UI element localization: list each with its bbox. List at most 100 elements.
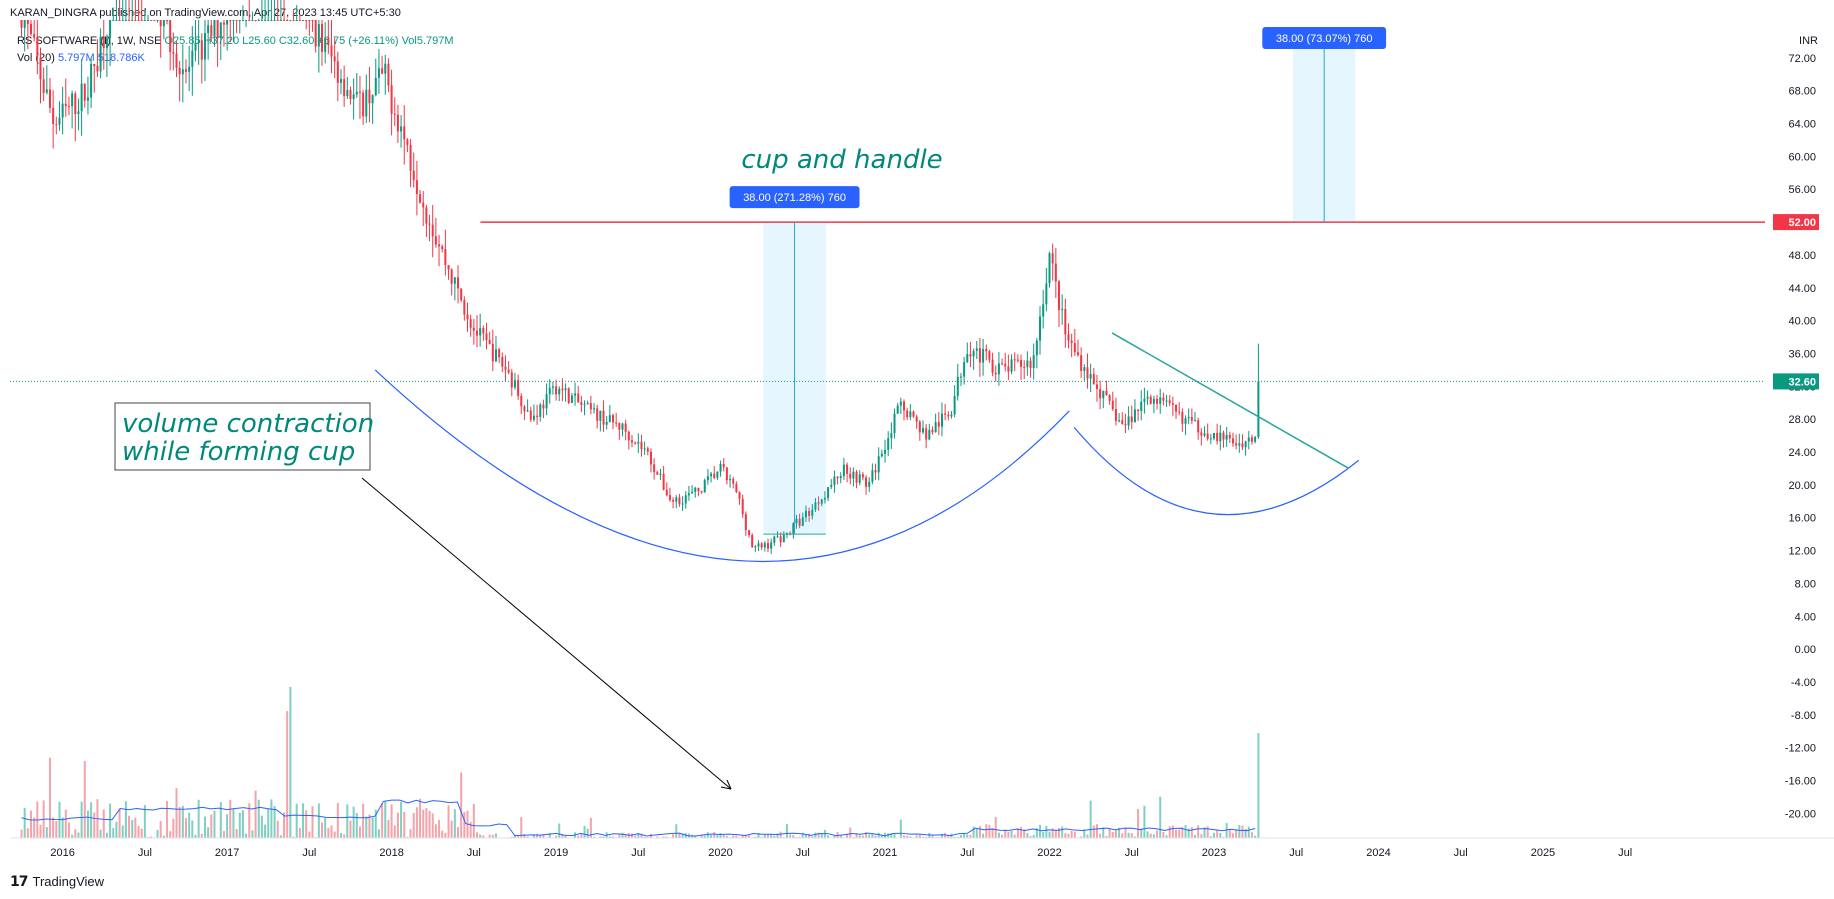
candle-body xyxy=(39,57,42,80)
symbol-legend[interactable]: RS SOFTWARE (I), 1W, NSE O25.85 H37.20 L… xyxy=(17,35,454,47)
volume-bar xyxy=(561,833,564,838)
candle-body xyxy=(314,20,317,47)
volume-bar xyxy=(210,814,213,838)
volume-bar xyxy=(748,835,751,838)
volume-bar xyxy=(1231,833,1234,838)
candle-body xyxy=(1118,420,1121,422)
candle-body xyxy=(207,25,210,34)
tradingview-brand[interactable]: 𝟭𝟳 TradingView xyxy=(10,873,104,890)
volume-bar xyxy=(207,827,210,838)
volume-bar xyxy=(637,832,640,838)
candle-body xyxy=(74,93,77,115)
volume-bar xyxy=(1042,831,1045,838)
candle-body xyxy=(507,369,510,373)
candle-body xyxy=(744,514,747,531)
volume-bar xyxy=(321,822,324,838)
candle-body xyxy=(795,518,798,524)
volume-bar xyxy=(109,803,112,838)
volume-bar xyxy=(1254,835,1257,838)
candle-body xyxy=(1175,404,1178,412)
volume-bar xyxy=(1225,823,1228,838)
candle-body xyxy=(969,354,972,357)
candle-body xyxy=(479,328,482,336)
volume-bar xyxy=(1228,829,1231,838)
volume-bar xyxy=(1190,827,1193,838)
volume-bar xyxy=(115,821,118,838)
candle-body xyxy=(1124,423,1127,426)
volume-bar xyxy=(994,817,997,838)
volume-bar xyxy=(798,836,801,838)
volume-bar xyxy=(1257,733,1260,838)
volume-bar xyxy=(143,805,146,838)
volume-bar xyxy=(539,835,542,838)
candle-body xyxy=(26,20,29,24)
y-tick-label: 16.00 xyxy=(1788,513,1816,525)
candle-body xyxy=(903,401,906,411)
axes: 72.00 68.00 64.00 60.00 56.00 52.00 48.00 44.00… xyxy=(10,53,1834,859)
x-tick-label: Jul xyxy=(631,847,645,859)
volume-bar xyxy=(975,828,978,838)
volume-bar xyxy=(302,803,305,838)
volume-bar xyxy=(716,834,719,838)
candle-body xyxy=(229,20,232,21)
candle-body xyxy=(605,421,608,425)
volume-bar xyxy=(643,836,646,838)
volume-bar xyxy=(472,803,475,838)
candle-body xyxy=(1121,420,1124,424)
candle-body xyxy=(861,474,864,478)
candle-body xyxy=(513,380,516,388)
candle-body xyxy=(1023,366,1026,368)
candle-body xyxy=(86,97,89,101)
volume-bar xyxy=(349,820,352,838)
candle-body xyxy=(1187,417,1190,419)
candle-body xyxy=(551,386,554,388)
candle-body xyxy=(621,423,624,430)
candle-body xyxy=(213,20,216,37)
candle-body xyxy=(1149,396,1152,404)
candle-body xyxy=(1114,409,1117,421)
candle-body xyxy=(678,497,681,505)
volume-bar xyxy=(555,835,558,838)
volume-bar xyxy=(1235,829,1238,838)
candle-body xyxy=(545,394,548,409)
volume-bar xyxy=(959,835,962,838)
volume-bar xyxy=(377,829,380,838)
candle-body xyxy=(381,68,384,74)
candle-body xyxy=(760,543,763,548)
volume-bar xyxy=(251,830,254,838)
volume-bar xyxy=(80,801,83,838)
candle-body xyxy=(210,25,213,37)
candle-body xyxy=(820,499,823,504)
candle-body xyxy=(1200,432,1203,436)
volume-bar xyxy=(1162,831,1165,838)
candle-body xyxy=(1108,395,1111,401)
candle-body xyxy=(181,69,184,75)
volume-bar xyxy=(1048,831,1051,838)
volume-bar xyxy=(181,805,184,838)
candle-body xyxy=(1127,416,1130,426)
volume-bar xyxy=(1105,836,1108,838)
candle-body xyxy=(475,330,478,336)
candle-body xyxy=(1054,263,1057,282)
volume-bar xyxy=(403,812,406,838)
candle-body xyxy=(355,91,358,95)
volume-bar xyxy=(355,813,358,838)
candle-body xyxy=(1029,360,1032,369)
candle-body xyxy=(1250,437,1253,442)
volume-bar xyxy=(801,832,804,838)
volume-bar xyxy=(1051,828,1054,838)
candle-body xyxy=(67,106,70,108)
candle-body xyxy=(169,20,172,53)
measure-label: 38.00 (271.28%) 760 xyxy=(743,192,846,204)
candle-body xyxy=(371,95,374,104)
volume-bar xyxy=(425,808,428,838)
volume-bar xyxy=(972,826,975,838)
volume-bar xyxy=(586,828,589,838)
volume-bar xyxy=(90,802,93,838)
volume-bar xyxy=(463,811,466,838)
candle-body xyxy=(134,20,137,21)
candle-body xyxy=(238,20,241,21)
volume-bar xyxy=(311,806,314,838)
volume-bar xyxy=(248,803,251,838)
